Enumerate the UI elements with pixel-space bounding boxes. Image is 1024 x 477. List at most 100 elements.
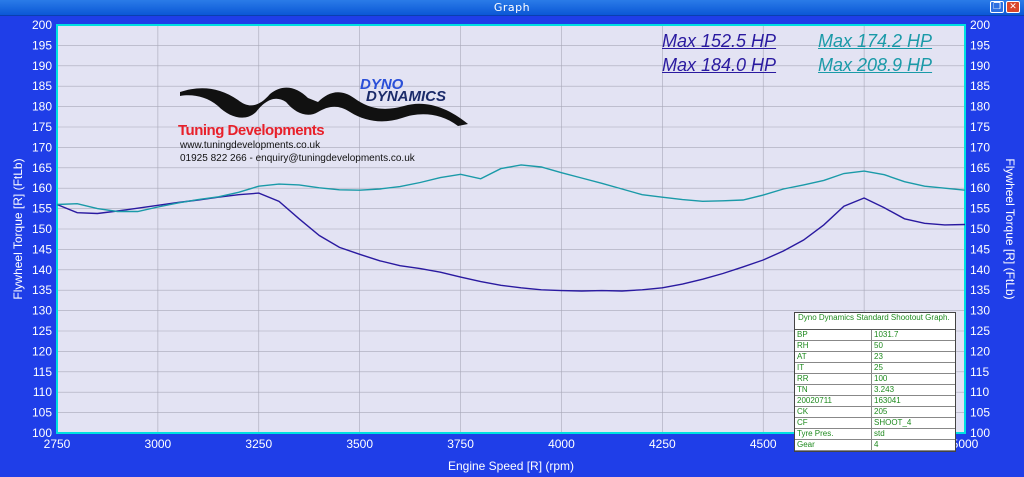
- y-tick-label-right: 155: [970, 202, 990, 216]
- info-row: CK 205: [795, 407, 955, 418]
- info-row: 20020711 163041: [795, 396, 955, 407]
- company-name: Tuning Developments: [178, 122, 325, 139]
- restore-icon[interactable]: ❐: [990, 1, 1004, 13]
- torque-series-line: [56, 164, 966, 213]
- y-axis-label-right: Flywheel Torque [R] (FtLb): [1003, 158, 1017, 299]
- info-key: Tyre Pres.: [795, 429, 872, 439]
- shootout-info-table: Dyno Dynamics Standard Shootout Graph. B…: [794, 312, 956, 452]
- info-key: TN: [795, 385, 872, 395]
- x-tick-label: 3250: [245, 437, 272, 451]
- y-tick-label-left: 130: [32, 304, 52, 318]
- y-tick-label-right: 180: [970, 100, 990, 114]
- y-tick-label-right: 110: [970, 385, 989, 399]
- max-hp-label: Max 152.5 HP: [662, 31, 777, 51]
- info-key: IT: [795, 363, 872, 373]
- y-tick-label-left: 180: [32, 100, 52, 114]
- y-tick-label-right: 195: [970, 38, 990, 52]
- y-tick-label-left: 125: [32, 324, 52, 338]
- x-tick-label: 3500: [346, 437, 373, 451]
- y-tick-label-left: 135: [32, 283, 52, 297]
- x-axis-label: Engine Speed [R] (rpm): [448, 459, 574, 473]
- y-tick-label-right: 160: [970, 181, 990, 195]
- y-tick-label-right: 185: [970, 79, 990, 93]
- dyno-brand-line1: DYNO: [360, 76, 404, 93]
- info-key: AT: [795, 352, 872, 362]
- info-key: CK: [795, 407, 872, 417]
- x-tick-label: 4000: [548, 437, 575, 451]
- max-hp-label: Max 184.0 HP: [662, 55, 777, 75]
- close-icon[interactable]: ✕: [1006, 1, 1020, 13]
- window-titlebar: Graph ❐ ✕: [0, 0, 1024, 16]
- y-tick-label-left: 155: [32, 202, 52, 216]
- company-contact: 01925 822 266 - enquiry@tuningdevelopmen…: [180, 153, 415, 164]
- y-tick-label-left: 175: [32, 120, 52, 134]
- y-tick-label-left: 200: [32, 18, 52, 32]
- info-row: RR 100: [795, 374, 955, 385]
- info-value: 100: [874, 374, 888, 383]
- info-value: 205: [874, 407, 888, 416]
- y-tick-label-right: 165: [970, 161, 990, 175]
- y-tick-label-left: 120: [32, 344, 52, 358]
- y-tick-label-left: 185: [32, 79, 52, 93]
- info-value: std: [874, 429, 885, 438]
- info-row: BP 1031.7: [795, 330, 955, 341]
- y-tick-label-left: 140: [32, 263, 52, 277]
- y-tick-label-left: 145: [32, 242, 52, 256]
- plot-border: [56, 24, 966, 434]
- x-tick-label: 5000: [952, 437, 979, 451]
- info-value: 4: [874, 440, 879, 449]
- info-key: BP: [795, 330, 872, 340]
- window-title: Graph: [493, 1, 531, 14]
- x-tick-label: 4250: [649, 437, 676, 451]
- y-tick-label-right: 150: [970, 222, 990, 236]
- y-tick-label-right: 130: [970, 304, 990, 318]
- y-tick-label-left: 195: [32, 38, 52, 52]
- x-tick-label: 2750: [44, 437, 71, 451]
- y-tick-label-right: 115: [970, 365, 989, 379]
- y-tick-label-right: 100: [970, 426, 990, 440]
- info-row: Tyre Pres. std: [795, 429, 955, 440]
- info-row: AT 23: [795, 352, 955, 363]
- info-row: TN 3.243: [795, 385, 955, 396]
- y-tick-label-left: 110: [33, 385, 52, 399]
- x-tick-label: 3750: [447, 437, 474, 451]
- y-tick-label-left: 100: [32, 426, 52, 440]
- car-silhouette-logo: [180, 87, 468, 126]
- y-tick-label-right: 170: [970, 140, 990, 154]
- info-value: SHOOT_4: [874, 418, 912, 427]
- y-tick-label-left: 150: [32, 222, 52, 236]
- max-hp-label: Max 208.9 HP: [818, 55, 933, 75]
- x-tick-label: 3000: [145, 437, 172, 451]
- y-tick-label-left: 105: [32, 406, 52, 420]
- y-tick-label-left: 165: [32, 161, 52, 175]
- info-row: IT 25: [795, 363, 955, 374]
- info-key: Gear: [795, 440, 872, 450]
- info-value: 3.243: [874, 385, 895, 394]
- y-tick-label-right: 105: [970, 406, 990, 420]
- info-row: RH 50: [795, 341, 955, 352]
- y-tick-label-right: 200: [970, 18, 990, 32]
- info-key: 20020711: [795, 396, 872, 406]
- y-tick-label-right: 140: [970, 263, 990, 277]
- y-tick-label-left: 160: [32, 181, 52, 195]
- max-hp-label: Max 174.2 HP: [818, 31, 933, 51]
- y-tick-label-left: 190: [32, 59, 52, 73]
- info-value: 163041: [874, 396, 901, 405]
- info-value: 50: [874, 341, 883, 350]
- info-table-title: Dyno Dynamics Standard Shootout Graph.: [795, 313, 955, 330]
- y-tick-label-right: 175: [970, 120, 990, 134]
- info-value: 1031.7: [874, 330, 899, 339]
- dyno-brand-line2: DYNAMICS: [366, 88, 447, 105]
- info-row: CF SHOOT_4: [795, 418, 955, 429]
- x-tick-label: 4500: [750, 437, 777, 451]
- info-value: 23: [874, 352, 883, 361]
- y-tick-label-right: 120: [970, 344, 990, 358]
- y-tick-label-left: 115: [33, 365, 52, 379]
- info-key: RR: [795, 374, 872, 384]
- y-tick-label-right: 125: [970, 324, 990, 338]
- info-key: CF: [795, 418, 872, 428]
- y-axis-label-left: Flywheel Torque [R] (FtLb): [11, 158, 25, 299]
- y-tick-label-right: 190: [970, 59, 990, 73]
- y-tick-label-right: 135: [970, 283, 990, 297]
- y-tick-label-left: 170: [32, 140, 52, 154]
